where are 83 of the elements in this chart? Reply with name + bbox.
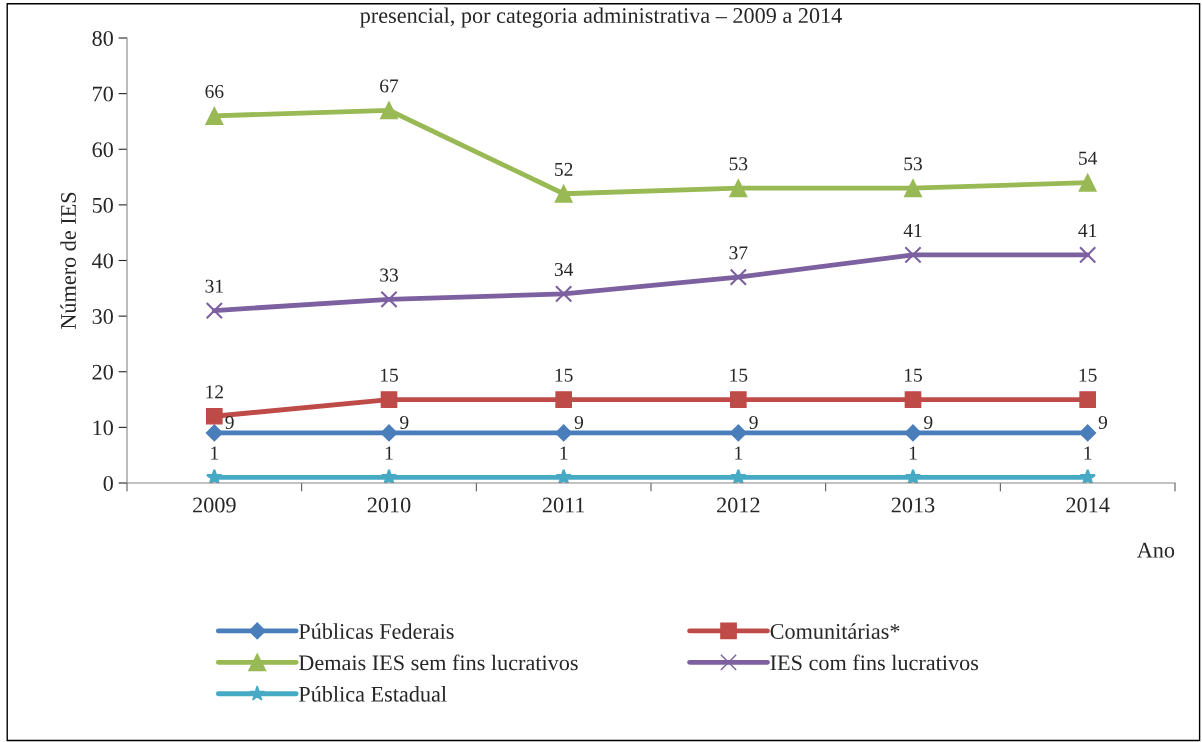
point (1078, 246, 1097, 264)
point (729, 179, 748, 198)
data-label: 9 (924, 415, 933, 429)
data-label: 1 (560, 446, 568, 460)
x-tick-label: 2010 (367, 497, 411, 513)
data-label: 52 (555, 162, 573, 176)
data-label: 1 (1084, 446, 1092, 460)
data-label: 9 (749, 415, 758, 429)
point (206, 468, 223, 483)
point (1079, 391, 1097, 408)
data-label: 9 (1098, 415, 1108, 429)
point (904, 424, 922, 442)
data-label: 15 (555, 368, 573, 382)
data-label: 54 (1079, 151, 1098, 165)
point (205, 407, 223, 425)
data-label: 15 (730, 368, 748, 382)
data-label: 15 (904, 368, 922, 382)
x-tick-label: 2012 (717, 497, 760, 513)
data-label: 1 (735, 446, 743, 460)
y-tick-label: 70 (93, 86, 113, 102)
data-label: 9 (400, 415, 409, 429)
point (904, 468, 922, 483)
legend-label: Demais IES sem fins lucrativos (298, 654, 578, 671)
point (904, 246, 922, 264)
data-label: 15 (1079, 368, 1097, 382)
y-tick-label: 60 (92, 142, 113, 158)
data-label: 34 (554, 262, 574, 277)
point (1078, 173, 1097, 192)
x-axis-title: Ano (1136, 542, 1175, 558)
point (1079, 424, 1097, 442)
legend-label: Comunitárias* (770, 623, 900, 639)
x-tick-label: 2013 (891, 497, 935, 513)
point (554, 184, 573, 203)
data-label: 66 (205, 84, 224, 99)
point (555, 468, 572, 483)
data-label: 41 (903, 224, 922, 237)
data-label: 53 (904, 157, 922, 171)
legend-label: Públicas Federais (298, 623, 454, 639)
data-label: 9 (225, 415, 234, 429)
x-tick-label: 2014 (1066, 497, 1110, 513)
chart-title: presencial, por categoria administrativa – 2009 a 2014 (360, 7, 842, 28)
data-label: 31 (205, 279, 223, 293)
data-label: 53 (729, 157, 748, 171)
point (554, 285, 573, 303)
point (380, 290, 398, 309)
x-tick-label: 2009 (193, 497, 236, 513)
point (729, 391, 747, 408)
y-tick-label: 40 (92, 253, 113, 269)
data-label: 33 (380, 268, 398, 282)
data-label: 1 (385, 446, 393, 460)
data-label: 41 (1078, 224, 1097, 237)
data-label: 1 (909, 446, 917, 460)
point (379, 101, 399, 120)
data-label: 67 (380, 79, 399, 93)
point (555, 391, 573, 408)
point (205, 424, 223, 442)
y-tick-label: 30 (92, 309, 113, 325)
point (729, 424, 747, 442)
data-label: 15 (380, 368, 398, 382)
point (904, 391, 922, 408)
point (903, 179, 923, 198)
x-tick-label: 2011 (542, 497, 585, 513)
point (380, 391, 398, 408)
data-label: 12 (206, 385, 223, 399)
point (1079, 468, 1096, 483)
y-tick-label: 10 (93, 420, 113, 436)
point (555, 424, 573, 442)
point (729, 268, 748, 286)
point (205, 301, 224, 320)
data-label: 37 (729, 246, 748, 260)
data-label: 1 (211, 446, 219, 460)
point (730, 468, 747, 483)
legend-label: IES com fins lucrativos (770, 654, 979, 671)
y-axis-title: Número de IES (60, 192, 76, 329)
data-label: 9 (574, 415, 584, 429)
legend-label: Pública Estadual (298, 686, 447, 702)
point (205, 106, 224, 125)
y-tick-label: 0 (103, 475, 113, 491)
point (380, 424, 398, 442)
y-tick-label: 80 (92, 30, 113, 46)
y-tick-label: 20 (92, 364, 113, 380)
point (380, 468, 398, 483)
y-tick-label: 50 (92, 197, 113, 213)
